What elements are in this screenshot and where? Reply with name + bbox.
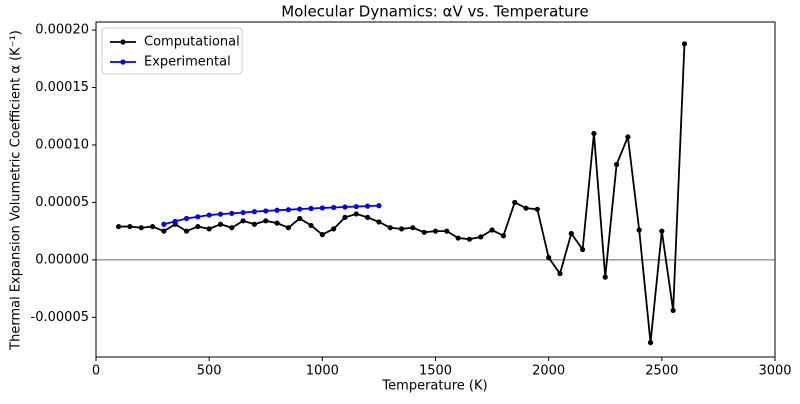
point — [206, 226, 212, 232]
x-tick-label: 1000 — [306, 364, 339, 379]
point — [647, 340, 654, 346]
point — [251, 221, 258, 227]
point — [308, 205, 314, 212]
point — [670, 307, 676, 314]
point — [421, 229, 427, 235]
plot-frame — [95, 21, 776, 358]
legend-marker — [120, 59, 126, 65]
point — [444, 228, 450, 234]
point — [263, 208, 269, 214]
point — [217, 221, 224, 227]
point — [319, 205, 325, 211]
point — [183, 228, 190, 234]
series-line — [118, 43, 686, 343]
legend-label: Computational — [144, 35, 240, 50]
point — [138, 225, 144, 231]
legend-label: Experimental — [144, 55, 231, 70]
point — [297, 215, 303, 222]
point — [376, 203, 382, 209]
y-tick-label: -0.00005 — [31, 310, 89, 325]
x-tick-label: 2000 — [532, 364, 565, 379]
point — [285, 207, 291, 213]
point — [127, 223, 133, 230]
point — [217, 211, 224, 217]
x-tick-label: 3000 — [758, 364, 791, 379]
point — [455, 235, 461, 241]
x-axis-label: Temperature (K) — [381, 379, 487, 394]
point — [285, 225, 291, 231]
point — [274, 220, 280, 226]
point — [297, 206, 303, 212]
point — [387, 225, 393, 231]
y-tick-label: 0.00015 — [35, 80, 89, 95]
y-tick-label: 0.00000 — [35, 252, 89, 267]
point — [625, 134, 631, 140]
point — [342, 204, 348, 210]
x-tick-label: 1500 — [419, 364, 452, 379]
legend-marker — [120, 39, 126, 45]
point — [580, 246, 586, 253]
point — [353, 203, 359, 210]
point — [240, 209, 246, 216]
point — [568, 230, 574, 237]
point — [342, 214, 348, 220]
point — [331, 204, 337, 211]
point — [240, 218, 246, 224]
point — [557, 271, 563, 277]
point — [149, 223, 156, 230]
point — [681, 41, 688, 47]
point — [161, 228, 167, 234]
point — [161, 221, 167, 227]
point — [432, 228, 439, 234]
point — [319, 232, 325, 238]
point — [636, 227, 642, 233]
point — [274, 207, 280, 213]
point — [365, 214, 371, 220]
y-axis-label: Thermal Expansion Volumetric Coefficient… — [9, 30, 24, 351]
point — [376, 219, 382, 225]
point — [523, 205, 529, 211]
point — [353, 211, 359, 217]
point — [546, 254, 552, 261]
point — [251, 209, 258, 215]
point — [195, 214, 201, 220]
point — [331, 226, 337, 232]
point — [478, 234, 484, 240]
point — [206, 212, 212, 218]
chart-title: Molecular Dynamics: αV vs. Temperature — [281, 3, 589, 21]
point — [602, 274, 608, 280]
point — [308, 222, 314, 229]
legend-box — [101, 27, 243, 75]
point — [263, 218, 269, 224]
point — [410, 225, 416, 231]
point — [591, 130, 597, 137]
point — [500, 233, 506, 239]
point — [613, 161, 620, 168]
point — [365, 203, 371, 209]
point — [489, 227, 495, 233]
point — [534, 206, 540, 212]
point — [466, 236, 473, 242]
point — [172, 218, 178, 224]
y-tick-label: 0.00010 — [35, 137, 89, 152]
point — [195, 223, 201, 230]
point — [659, 228, 665, 234]
y-tick-label: 0.00020 — [35, 23, 89, 38]
y-tick-label: 0.00005 — [35, 195, 89, 210]
x-tick-label: 0 — [92, 364, 100, 379]
x-tick-label: 2500 — [645, 364, 678, 379]
point — [229, 225, 235, 231]
point — [398, 226, 405, 232]
point — [183, 215, 190, 222]
point — [512, 199, 518, 206]
x-tick-label: 500 — [197, 364, 222, 379]
point — [229, 210, 235, 216]
point — [116, 223, 122, 230]
